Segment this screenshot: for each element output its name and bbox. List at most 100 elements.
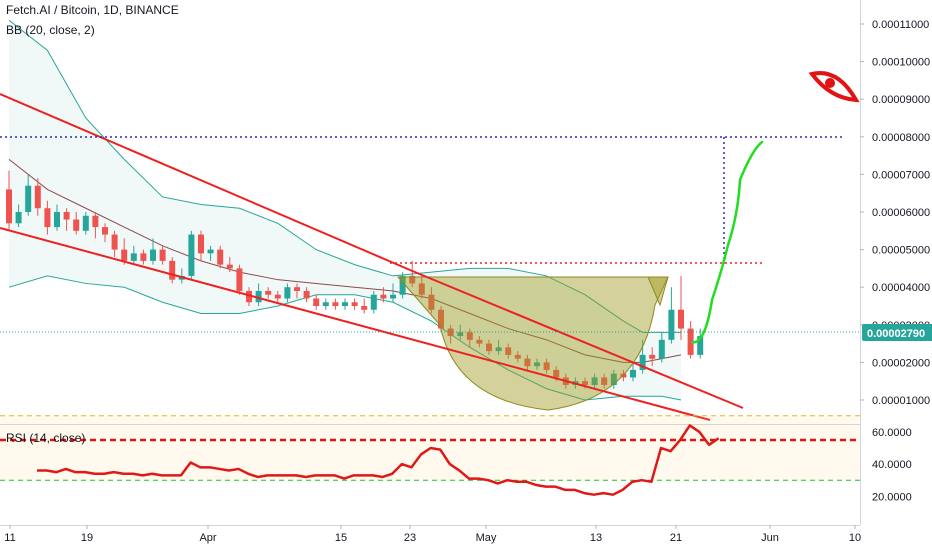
candle-body: [601, 377, 608, 385]
price-axis: 0.00011000 0.00010000 0.00009000 0.00008000…: [4, 19, 932, 544]
time-tick-label: 23: [404, 532, 416, 544]
candle-body: [658, 339, 665, 359]
price-tick-label: 0.00010000: [872, 57, 930, 69]
candle-body: [466, 332, 473, 340]
rsi-tick-label: 20.0000: [872, 491, 912, 503]
candle-body: [63, 212, 70, 220]
time-tick-label: 13: [590, 532, 602, 544]
candle-body: [639, 354, 646, 370]
bb-basis-line: [8, 158, 682, 363]
eye-icon: [808, 71, 860, 103]
candle-body: [198, 234, 204, 254]
candle-body: [687, 328, 694, 355]
candle-body: [678, 309, 684, 329]
time-tick-label: 10: [849, 532, 861, 544]
channel-upper-line: [0, 93, 411, 271]
time-tick-label: May: [476, 532, 497, 544]
candle-body: [274, 294, 281, 299]
chart-title: Fetch.AI / Bitcoin, 1D, BINANCE: [6, 3, 179, 17]
time-tick-label: 21: [670, 532, 682, 544]
candle-body: [322, 302, 329, 306]
rsi-tick-label: 60.0000: [872, 427, 912, 439]
candle-body: [284, 287, 291, 299]
candle-body: [591, 377, 598, 385]
time-tick-label: 19: [81, 532, 93, 544]
candle-body: [380, 294, 387, 299]
candle-body: [188, 234, 195, 276]
candle-body: [303, 290, 310, 299]
price-tick-label: 0.00004000: [872, 282, 930, 294]
candle-body: [342, 302, 348, 306]
candle-body: [476, 339, 483, 344]
candle-body: [370, 294, 377, 310]
candle-body: [313, 298, 320, 306]
candle-body: [150, 249, 156, 261]
candle-body: [390, 294, 396, 299]
price-tick-label: 0.00007000: [872, 169, 930, 181]
price-tick-label: 0.00005000: [872, 245, 930, 257]
eye-pupil: [825, 78, 835, 88]
time-tick-label: 11: [4, 532, 15, 544]
candle-body: [44, 208, 51, 228]
rsi-line: [37, 424, 720, 496]
candle-body: [418, 283, 425, 295]
candle-body: [361, 306, 368, 310]
candle-body: [294, 287, 300, 291]
cup-shape: [396, 276, 669, 411]
candle-body: [399, 275, 406, 295]
price-tick-label: 0.00001000: [872, 395, 930, 407]
candle-body: [457, 332, 464, 337]
price-pane: [0, 0, 861, 526]
candle-body: [121, 249, 128, 261]
candle-body: [169, 260, 176, 280]
candle-body: [246, 290, 252, 303]
candle-body: [236, 268, 243, 291]
candle-body: [649, 354, 656, 359]
candle-body: [630, 369, 636, 378]
eye-outline: [808, 71, 860, 103]
candle-body: [25, 185, 32, 212]
price-tick-label: 0.00011000: [872, 19, 929, 31]
candle-body: [6, 189, 12, 224]
time-tick-label: 15: [335, 532, 347, 544]
candle-body: [34, 185, 41, 209]
candle-body: [265, 290, 272, 295]
candle-body: [15, 212, 22, 224]
time-tick-label: Apr: [199, 532, 216, 544]
candle-body: [543, 362, 550, 370]
handle-shape: [647, 276, 669, 307]
rsi-tick-label: 40.0000: [872, 459, 912, 471]
drawing-overlay: [0, 71, 860, 421]
candle-body: [73, 219, 80, 231]
candle-body: [92, 215, 99, 228]
last-price-tag: [862, 324, 932, 341]
projection-curve: [690, 140, 764, 344]
candle-body: [514, 354, 521, 359]
rsi-legend: RSI (14, close): [6, 431, 86, 445]
candle-body: [255, 290, 262, 303]
candle-body: [495, 347, 502, 352]
candle-body: [207, 249, 214, 254]
candle-body: [226, 264, 233, 269]
candle-body: [82, 215, 89, 231]
candle-body: [438, 309, 444, 329]
candle-body: [534, 362, 540, 367]
candle-body: [54, 212, 60, 228]
price-tick-label: 0.00006000: [872, 207, 930, 219]
candle-body: [332, 302, 339, 306]
candle-body: [159, 249, 166, 261]
bb-upper-line: [8, 19, 681, 333]
candle-body: [582, 381, 588, 385]
price-tick-label: 0.00009000: [872, 94, 930, 106]
candle-body: [102, 227, 108, 235]
channel-upper-extension: [409, 269, 744, 409]
channel-lower-line: [0, 227, 711, 421]
candle-body: [409, 275, 416, 284]
candle-body: [486, 343, 492, 352]
candle-body: [697, 336, 704, 355]
price-tick-label: 0.00002000: [872, 357, 930, 369]
candle-body: [505, 347, 512, 355]
rsi-pane: [0, 415, 860, 496]
